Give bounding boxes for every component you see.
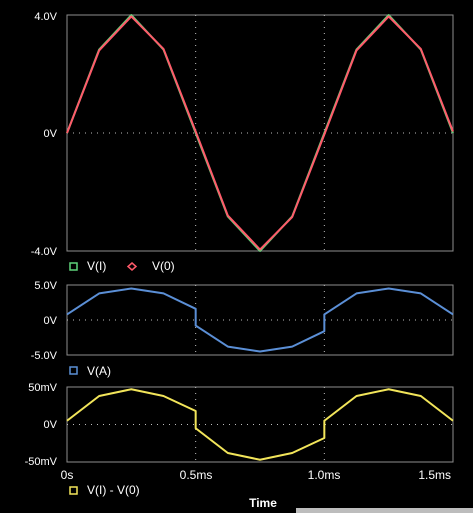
y-tick-middle-zero: 0V bbox=[44, 315, 58, 327]
x-tick-0: 0s bbox=[61, 468, 74, 482]
y-tick-middle-min: -5.0V bbox=[31, 350, 58, 362]
legend-marker-diff-square bbox=[69, 486, 78, 495]
top-series-group bbox=[66, 14, 454, 252]
legend-bottom: V(I) - V(0) bbox=[69, 483, 140, 497]
legend-top: V(I) V(0) bbox=[69, 259, 175, 273]
bottom-strip bbox=[296, 508, 473, 513]
legend-label-diff: V(I) - V(0) bbox=[87, 483, 140, 497]
grid bbox=[67, 15, 453, 462]
legend-marker-vi-square bbox=[69, 262, 78, 271]
middle-series-line-0 bbox=[66, 287, 454, 353]
legend-marker-va-square bbox=[69, 366, 78, 375]
bottom-series-line-0 bbox=[66, 388, 454, 461]
top-series-line-0 bbox=[66, 14, 454, 252]
legend-middle: V(A) bbox=[69, 364, 111, 378]
y-tick-top-max: 4.0V bbox=[34, 11, 57, 23]
y-tick-top-min: -4.0V bbox=[31, 246, 58, 258]
top-series-line-1 bbox=[66, 15, 454, 251]
x-tick-1: 0.5ms bbox=[180, 468, 213, 482]
x-axis-label: Time bbox=[249, 496, 277, 510]
y-tick-bottom-min: -50mV bbox=[25, 456, 58, 468]
middle-series-group bbox=[66, 287, 454, 353]
y-tick-top-zero: 0V bbox=[44, 128, 58, 140]
legend-marker-v0-diamond bbox=[126, 262, 138, 271]
x-tick-3: 1.5ms bbox=[418, 468, 451, 482]
y-tick-bottom-zero: 0V bbox=[44, 419, 58, 431]
y-tick-bottom-max: 50mV bbox=[28, 382, 57, 394]
legend-label-v0: V(0) bbox=[152, 259, 175, 273]
x-tick-2: 1.0ms bbox=[308, 468, 341, 482]
legend-label-vi: V(I) bbox=[87, 259, 106, 273]
legend-label-va: V(A) bbox=[87, 364, 111, 378]
y-tick-middle-max: 5.0V bbox=[34, 280, 57, 292]
bottom-series-group bbox=[66, 388, 454, 461]
